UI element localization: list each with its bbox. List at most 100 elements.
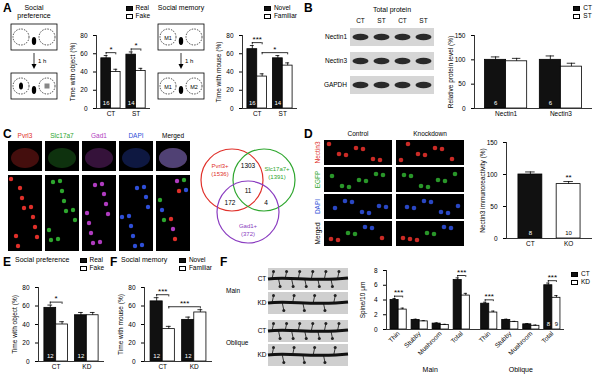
svg-text:Pvrl3+: Pvrl3+ [211,163,229,169]
svg-text:0: 0 [230,105,234,112]
svg-text:**: ** [565,173,571,182]
svg-text:50: 50 [458,80,466,87]
svg-text:***: *** [457,268,466,277]
svg-text:Total: Total [540,329,555,344]
svg-text:Main: Main [226,287,240,294]
svg-text:6: 6 [549,100,553,106]
svg-text:8: 8 [529,230,533,236]
svg-text:60: 60 [128,302,136,309]
svg-text:***: *** [180,299,189,308]
svg-text:*: * [109,45,112,54]
svg-text:14: 14 [275,100,282,106]
svg-text:0: 0 [132,358,136,365]
svg-text:2: 2 [374,311,378,318]
svg-text:KD: KD [257,351,266,358]
svg-text:CT: CT [526,240,535,247]
svg-text:*: * [134,41,137,50]
svg-text:CT: CT [258,327,267,334]
svg-text:0: 0 [374,326,378,333]
svg-text:80: 80 [22,284,30,291]
svg-text:Nectin3: Nectin3 [314,141,321,163]
svg-text:14: 14 [128,100,135,106]
svg-text:4: 4 [264,199,268,206]
svg-text:100: 100 [455,56,466,63]
svg-text:Nectin3: Nectin3 [325,57,347,64]
svg-text:CT: CT [158,363,167,370]
svg-text:9: 9 [555,321,559,327]
svg-text:16: 16 [103,100,110,106]
svg-text:4: 4 [374,296,378,303]
svg-text:11: 11 [245,187,252,194]
svg-text:CT: CT [107,110,116,117]
svg-text:CT: CT [356,17,365,24]
svg-text:Total: Total [449,329,464,344]
svg-text:Gad1: Gad1 [91,132,107,139]
svg-text:20: 20 [22,339,30,346]
svg-text:(372): (372) [241,231,255,237]
svg-text:20: 20 [226,86,234,93]
svg-text:KD: KD [190,363,199,370]
svg-text:1303: 1303 [241,162,256,169]
svg-text:0: 0 [494,235,498,242]
svg-text:GAPDH: GAPDH [324,81,347,88]
svg-text:KD: KD [82,363,91,370]
svg-text:1 h: 1 h [38,58,46,64]
svg-text:KO: KO [564,240,573,247]
svg-text:Time with mouse (%): Time with mouse (%) [117,294,125,355]
svg-text:(1536): (1536) [211,171,228,177]
svg-text:60: 60 [22,302,30,309]
svg-text:40: 40 [226,68,234,75]
svg-text:Thin: Thin [387,329,401,343]
svg-text:8: 8 [547,321,551,327]
svg-text:Nectin1: Nectin1 [495,110,517,117]
svg-text:0: 0 [462,105,466,112]
svg-text:***: *** [394,288,403,297]
svg-text:Nectin3 immunoreactivity (%): Nectin3 immunoreactivity (%) [479,148,487,233]
svg-text:20: 20 [80,86,88,93]
svg-text:Mushroom: Mushroom [416,330,443,357]
svg-text:40: 40 [22,321,30,328]
svg-text:Control: Control [348,130,370,137]
svg-text:Time with object (%): Time with object (%) [69,43,77,102]
svg-text:40: 40 [128,321,136,328]
svg-text:20: 20 [128,339,136,346]
svg-text:Total protein: Total protein [373,6,411,14]
svg-text:6: 6 [374,281,378,288]
svg-text:Spine/10 μm: Spine/10 μm [359,282,367,319]
svg-text:EGFP: EGFP [314,171,321,189]
svg-text:Time with mouse (%): Time with mouse (%) [215,42,223,103]
svg-text:*: * [273,45,276,54]
svg-text:6: 6 [494,100,498,106]
svg-text:60: 60 [226,50,234,57]
svg-text:CT: CT [258,275,267,282]
svg-text:12: 12 [78,353,85,359]
svg-text:Oblique: Oblique [226,339,249,347]
svg-text:ST: ST [132,110,140,117]
svg-text:(1391): (1391) [268,174,285,180]
svg-text:*: * [55,294,58,303]
svg-text:12: 12 [185,353,192,359]
svg-text:50: 50 [490,203,498,210]
svg-text:Time with object (%): Time with object (%) [11,295,19,354]
svg-text:Main: Main [423,366,438,373]
svg-text:172: 172 [225,199,236,206]
svg-text:80: 80 [226,32,234,39]
svg-text:Relative protein level (%): Relative protein level (%) [447,36,455,108]
svg-text:Merged: Merged [162,132,184,140]
svg-text:80: 80 [128,284,136,291]
svg-text:Merged: Merged [314,222,322,244]
svg-text:8: 8 [374,267,378,274]
svg-text:0: 0 [26,358,30,365]
svg-text:12: 12 [47,353,54,359]
svg-text:Nectin1: Nectin1 [325,33,347,40]
svg-text:CT: CT [253,110,262,117]
svg-text:Knockdown: Knockdown [413,130,447,137]
svg-text:100: 100 [487,171,498,178]
svg-text:***: *** [158,287,167,296]
svg-text:Mushroom: Mushroom [507,330,534,357]
svg-text:150: 150 [455,32,466,39]
svg-text:M1: M1 [164,84,172,90]
svg-text:ST: ST [419,17,427,24]
svg-text:0: 0 [84,105,88,112]
svg-text:Thin: Thin [478,329,492,343]
